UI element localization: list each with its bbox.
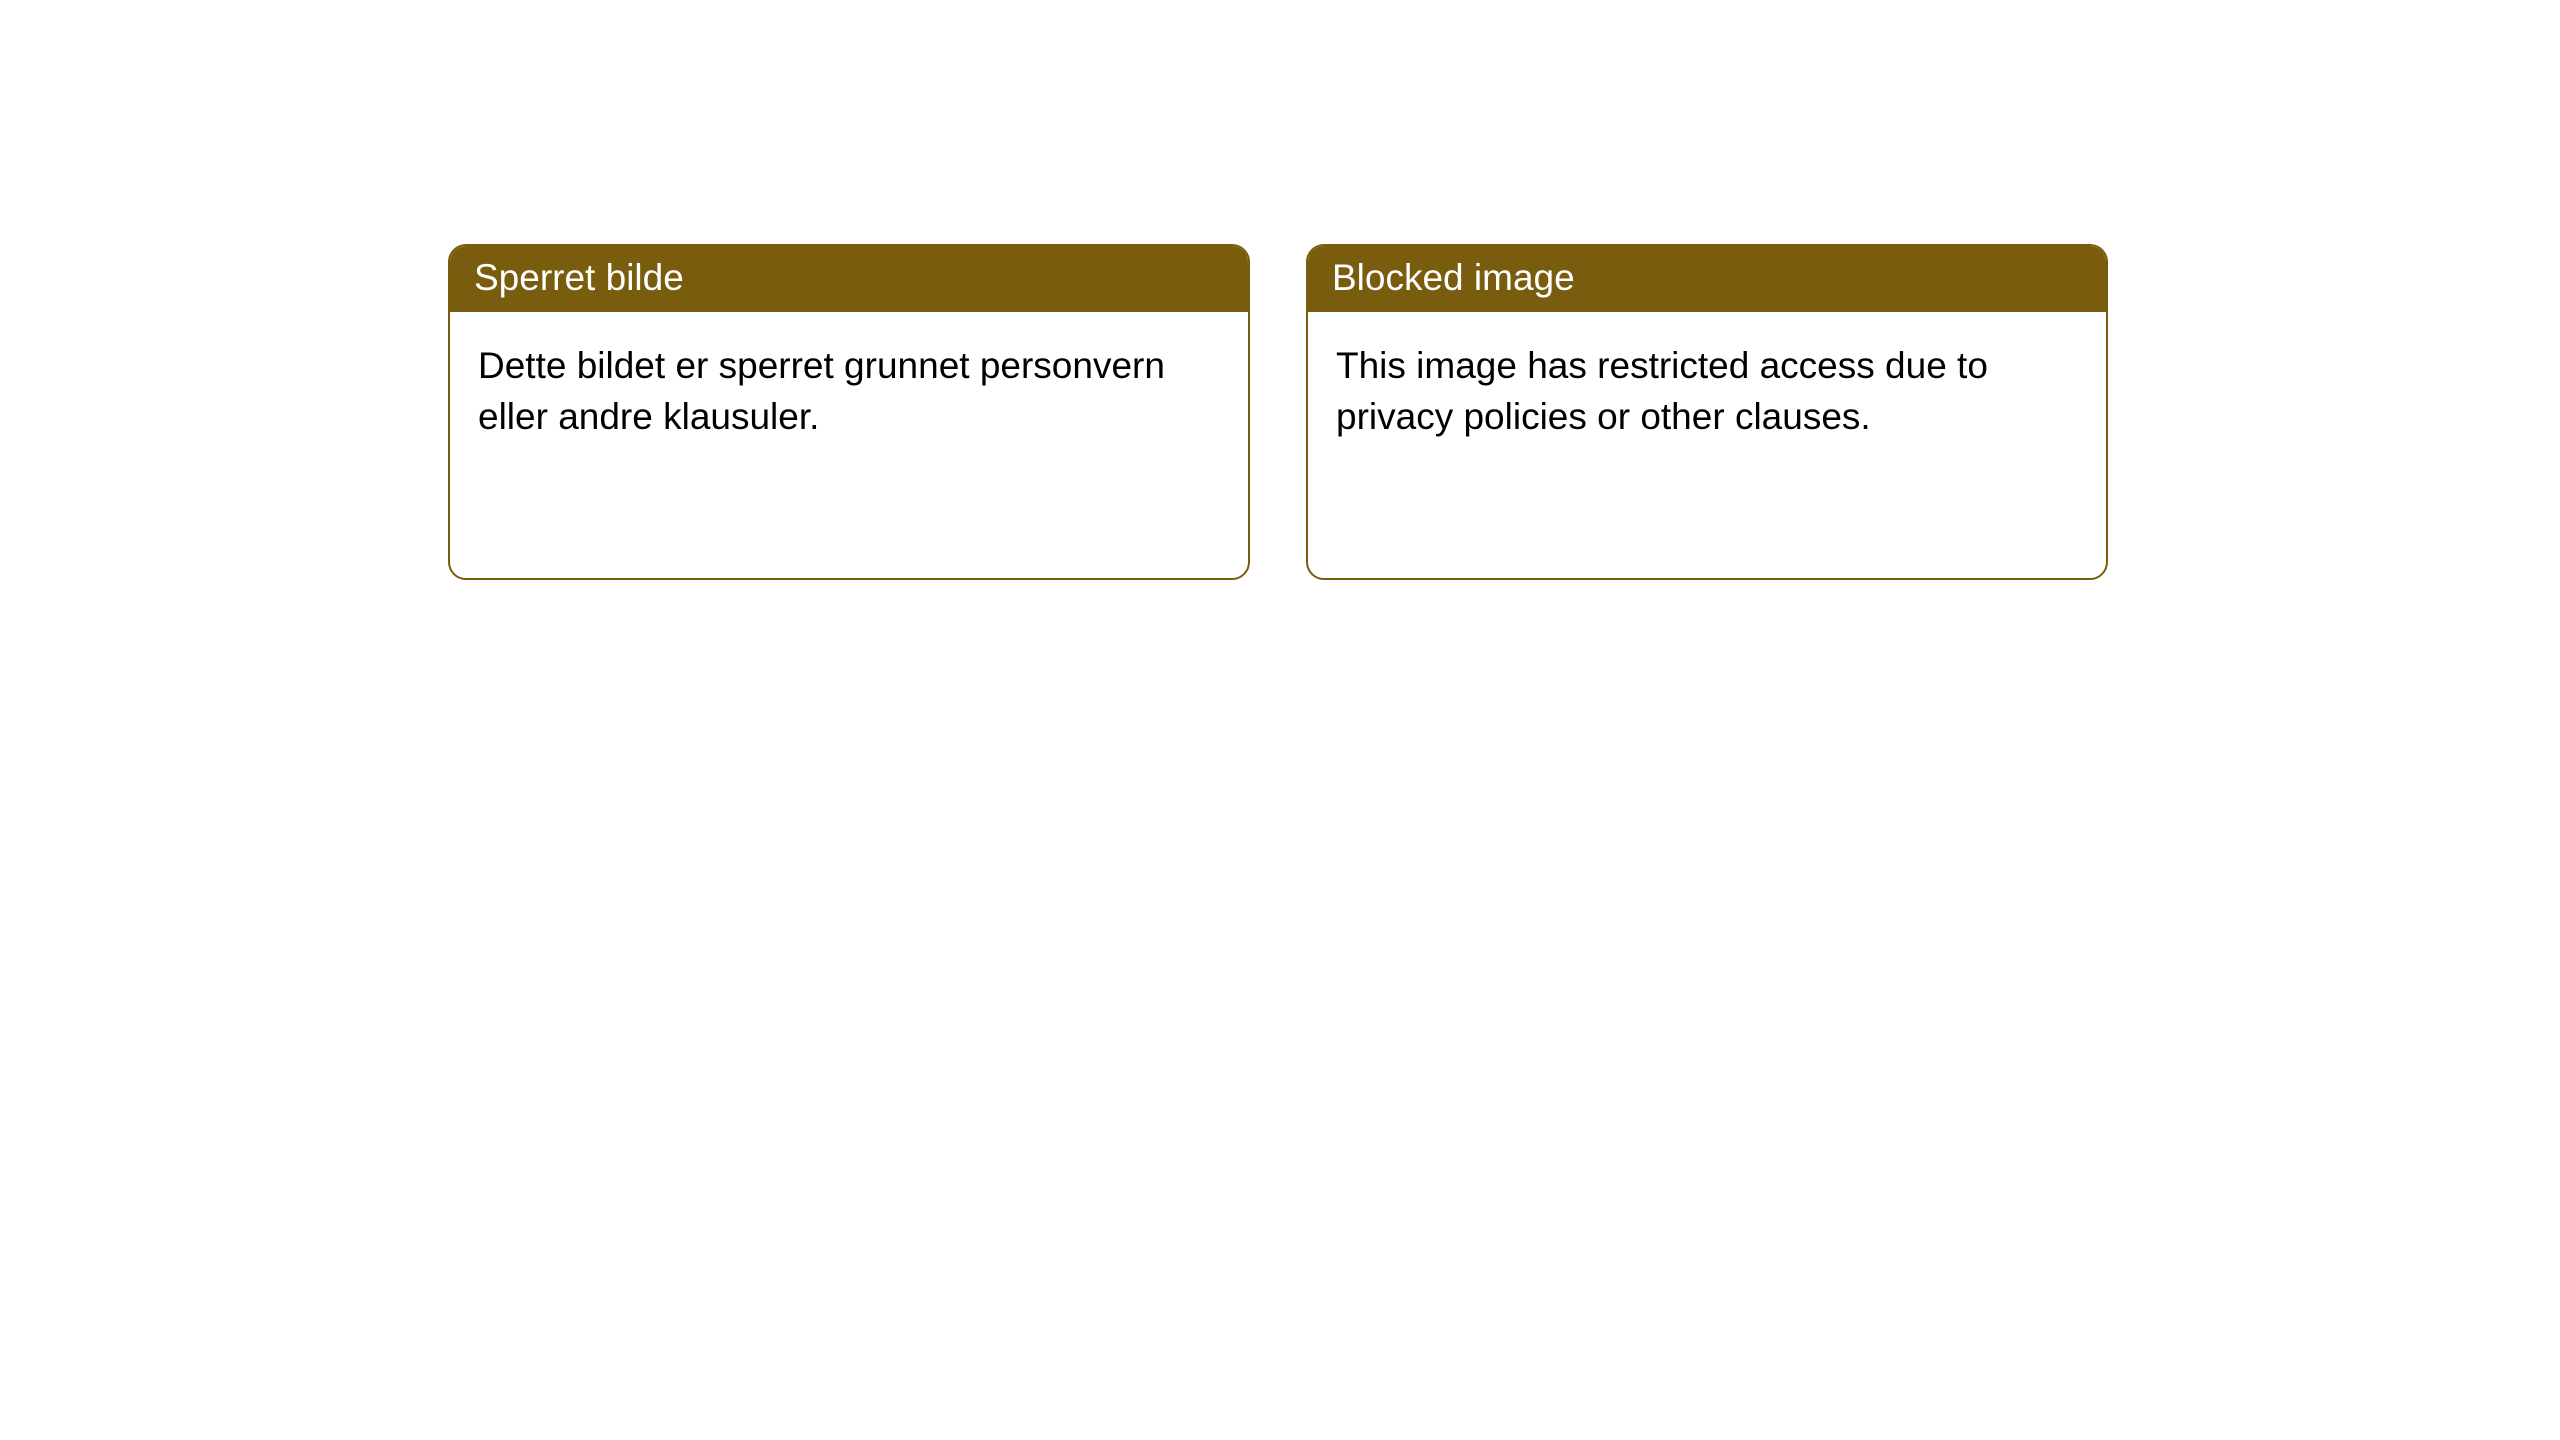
card-title-english: Blocked image [1308, 246, 2106, 312]
card-body-norwegian: Dette bildet er sperret grunnet personve… [450, 312, 1248, 470]
blocked-image-card-english: Blocked image This image has restricted … [1306, 244, 2108, 580]
blocked-image-card-norwegian: Sperret bilde Dette bildet er sperret gr… [448, 244, 1250, 580]
card-title-norwegian: Sperret bilde [450, 246, 1248, 312]
card-body-english: This image has restricted access due to … [1308, 312, 2106, 470]
notice-cards-container: Sperret bilde Dette bildet er sperret gr… [448, 244, 2560, 580]
